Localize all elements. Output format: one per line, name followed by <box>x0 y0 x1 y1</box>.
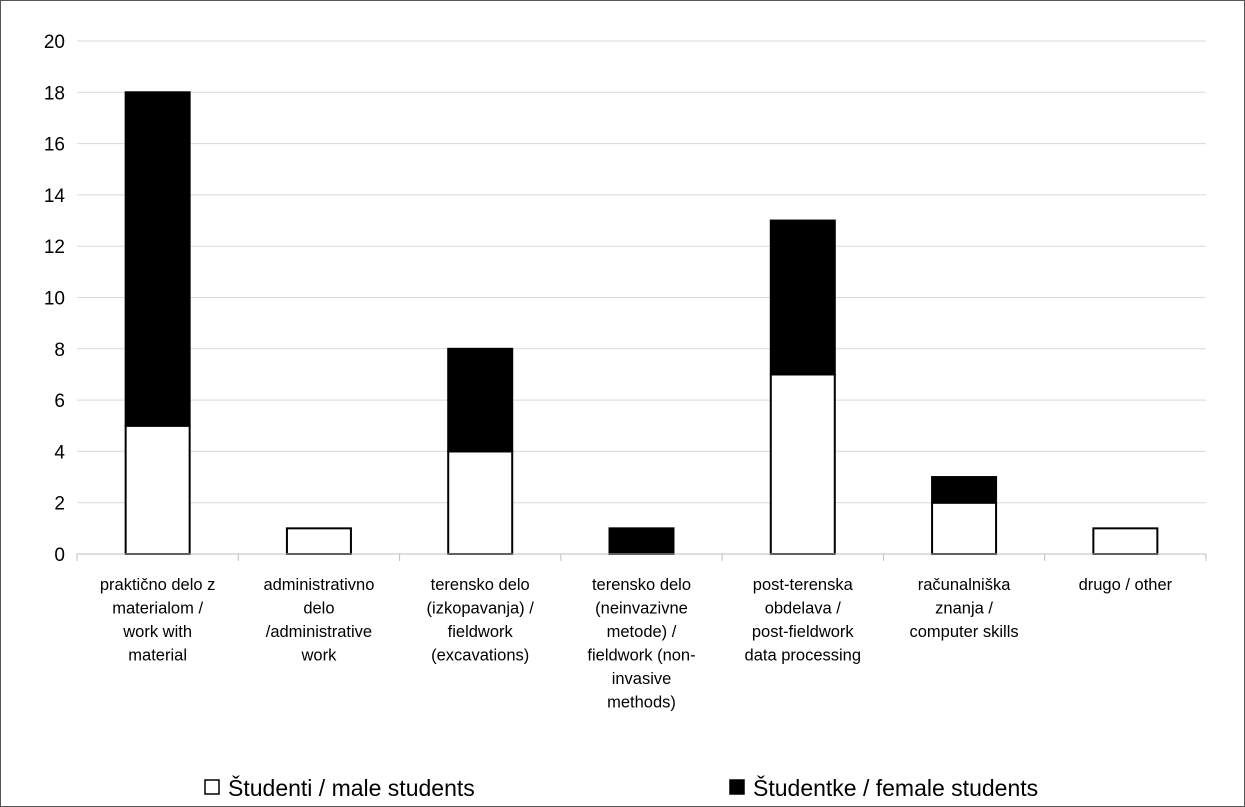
x-category-label-line: terensko delo <box>592 576 691 594</box>
x-category-label-line: metode) / <box>607 623 677 641</box>
x-category-label-line: delo <box>303 600 334 618</box>
x-category-label-line: data processing <box>745 647 862 665</box>
legend-swatch <box>729 779 745 795</box>
x-category-label-line: fieldwork (non- <box>587 647 695 665</box>
x-category-label: praktično delo z materialom / work with mat… <box>100 576 216 665</box>
x-category-label-line: work <box>301 647 338 665</box>
x-axis-categories: praktično delo z materialom / work with mat… <box>100 576 1173 712</box>
y-tick-label: 10 <box>44 289 65 310</box>
y-tick-label: 6 <box>54 391 65 412</box>
y-tick-label: 8 <box>54 340 65 361</box>
bars <box>124 91 1159 556</box>
x-category-label-line: invasive <box>612 670 672 688</box>
x-category-label-line: administrativno <box>263 576 374 594</box>
x-category-label: post-terenska obdelava / post-fieldwork dat… <box>745 576 862 665</box>
bar-segment-male <box>285 527 352 555</box>
y-tick-label: 14 <box>44 186 66 207</box>
legend-label: Študentke / female students <box>753 774 1038 801</box>
x-category-label-line: (neinvazivne <box>595 600 688 618</box>
x-category-label-line: post-terenska <box>753 576 854 594</box>
x-category-label-line: (izkopavanja) / <box>427 600 535 618</box>
bar-segment-male <box>447 450 514 555</box>
x-category-label-line: work with <box>122 623 192 641</box>
bar-segment-female <box>447 347 514 453</box>
y-tick-label: 2 <box>54 494 65 515</box>
x-category-label-line: materialom / <box>112 600 203 618</box>
legend: Študenti / male students Študentke / fema… <box>204 774 1038 801</box>
gridlines <box>77 40 1206 504</box>
y-tick-label: 4 <box>54 442 65 463</box>
bar-segment-male <box>931 501 998 556</box>
x-category-label: administrativno delo/administrative work <box>263 576 374 665</box>
bar-segment-female <box>124 91 191 427</box>
y-axis-ticks: 0 2 4 6 8 10 12 14 16 18 20 <box>44 32 66 566</box>
x-category-label-line: znanja / <box>935 600 993 618</box>
x-category-label-line: computer skills <box>910 623 1019 641</box>
bar-segment-female <box>769 219 836 376</box>
bar-segment-female <box>608 527 675 555</box>
y-tick-label: 12 <box>44 237 65 258</box>
bar-segment-male <box>1092 527 1159 555</box>
y-tick-label: 18 <box>44 83 65 104</box>
x-category-label-line: post-fieldwork <box>752 623 855 641</box>
x-axis <box>76 553 1207 561</box>
x-category-label-line: (excavations) <box>431 647 529 665</box>
bar-segment-male <box>124 424 191 555</box>
y-tick-label: 0 <box>54 545 65 566</box>
x-category-label-line: /administrative <box>266 623 372 641</box>
x-category-label-line: praktično delo z <box>100 576 216 594</box>
legend-swatch <box>204 779 220 795</box>
x-category-label: terensko delo (izkopavanja) / fieldwork (ex… <box>427 576 535 665</box>
x-category-label-line: material <box>128 647 187 665</box>
x-category-label-line: obdelava / <box>765 600 842 618</box>
x-category-label: računalniška znanja / computer skills <box>910 576 1019 641</box>
x-category-label-line: računalniška <box>918 576 1011 594</box>
x-category-label: drugo / other <box>1079 576 1173 594</box>
bar-segment-male <box>769 373 836 556</box>
x-category-label-line: methods) <box>607 694 676 712</box>
y-tick-label: 20 <box>44 32 65 53</box>
legend-label: Študenti / male students <box>228 774 475 801</box>
y-tick-label: 16 <box>44 135 65 156</box>
x-category-label-line: drugo / other <box>1079 576 1173 594</box>
x-category-label-line: terensko delo <box>431 576 530 594</box>
x-category-label-line: fieldwork <box>448 623 514 641</box>
bar-segment-female <box>931 476 998 504</box>
x-category-label: terensko delo (neinvazivne metode) / fieldw… <box>587 576 695 712</box>
